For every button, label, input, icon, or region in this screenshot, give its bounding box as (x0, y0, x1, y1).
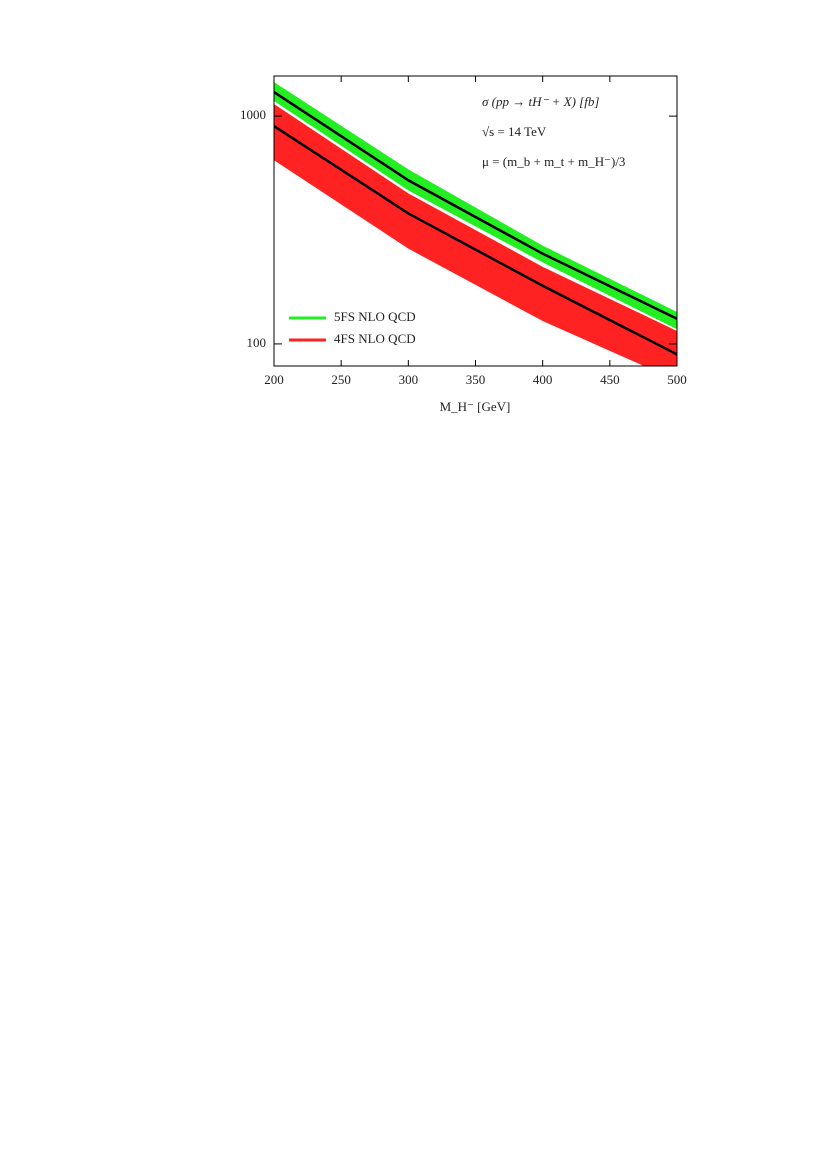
x-tick-label: 300 (399, 372, 419, 387)
annotation: √s = 14 TeV (482, 124, 547, 139)
x-tick-label: 250 (331, 372, 351, 387)
x-tick-label: 450 (600, 372, 620, 387)
line (274, 125, 677, 356)
x-tick-label: 350 (466, 372, 486, 387)
line (274, 91, 677, 320)
y-tick-label: 100 (247, 335, 267, 350)
x-tick-label: 200 (264, 372, 284, 387)
legend-label: 4FS NLO QCD (334, 331, 416, 346)
x-tick-label: 400 (533, 372, 553, 387)
legend-label: 5FS NLO QCD (334, 309, 416, 324)
annotation: σ (pp → tH⁻ + X) [fb] (482, 94, 599, 109)
error-band (274, 82, 677, 330)
error-band (274, 104, 677, 366)
x-tick-label: 500 (667, 372, 687, 387)
plot-area (274, 82, 677, 366)
y-tick-label: 1000 (240, 107, 266, 122)
annotation: μ = (m_b + m_t + m_H⁻)/3 (482, 154, 625, 169)
x-axis-label: M_H⁻ [GeV] (440, 399, 511, 414)
